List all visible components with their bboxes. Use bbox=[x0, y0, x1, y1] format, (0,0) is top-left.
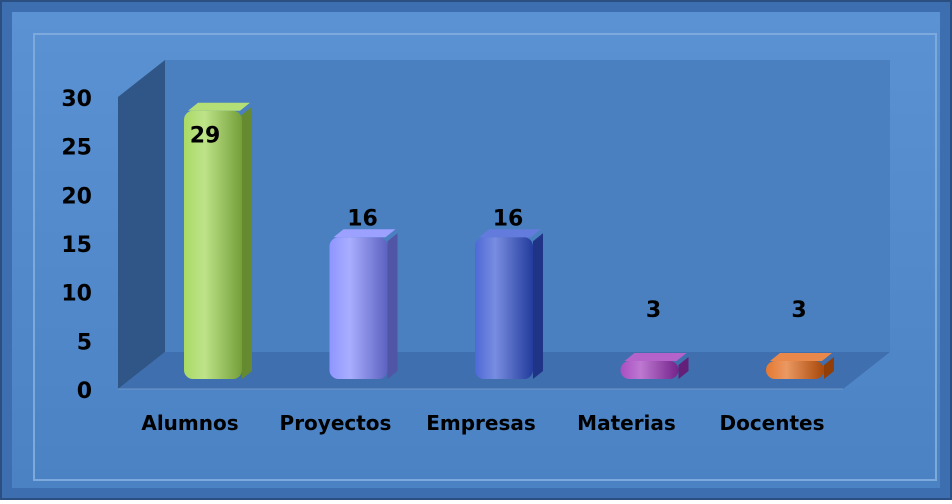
data-label: 29 bbox=[190, 124, 221, 149]
y-tick-label: 10 bbox=[61, 282, 92, 307]
bar-materias bbox=[620, 353, 689, 379]
y-tick-label: 20 bbox=[61, 184, 92, 209]
y-tick-label: 30 bbox=[61, 87, 92, 112]
bar-proyectos bbox=[329, 229, 398, 379]
bar-side bbox=[242, 106, 252, 379]
bar-top bbox=[624, 353, 687, 361]
bar-side bbox=[678, 357, 689, 379]
bars-group: 29 16 16 3 3 bbox=[184, 102, 834, 379]
bar-front bbox=[620, 361, 679, 379]
data-label: 3 bbox=[646, 298, 661, 323]
bar-empresas bbox=[475, 229, 543, 379]
bar-docentes bbox=[766, 353, 834, 379]
x-tick-label: Alumnos bbox=[141, 411, 238, 435]
y-tick-label: 25 bbox=[61, 136, 92, 161]
side-wall bbox=[118, 60, 165, 389]
x-tick-label: Docentes bbox=[719, 411, 824, 435]
bar-alumnos bbox=[184, 102, 252, 379]
bar-front bbox=[184, 110, 242, 379]
bar-top bbox=[188, 102, 250, 111]
y-tick-label: 5 bbox=[77, 330, 92, 355]
y-tick-label: 0 bbox=[77, 379, 92, 404]
bar-front bbox=[329, 237, 388, 379]
y-tick-label: 15 bbox=[61, 233, 92, 258]
data-label: 16 bbox=[347, 206, 378, 231]
x-tick-label: Materias bbox=[577, 411, 676, 435]
data-label: 16 bbox=[493, 206, 524, 231]
bar-side bbox=[533, 233, 543, 379]
bar-side bbox=[824, 357, 834, 379]
data-label: 3 bbox=[791, 298, 806, 323]
x-axis: Alumnos Proyectos Empresas Materias Docentes bbox=[141, 411, 824, 435]
bar-top bbox=[770, 353, 832, 361]
y-axis: 0 5 10 15 20 25 30 bbox=[61, 87, 92, 404]
bar-front bbox=[766, 361, 824, 379]
bar-top bbox=[479, 229, 541, 238]
bar-top bbox=[333, 229, 396, 238]
bar-front bbox=[475, 237, 533, 379]
bar-side bbox=[387, 233, 398, 379]
x-tick-label: Empresas bbox=[426, 411, 536, 435]
x-tick-label: Proyectos bbox=[280, 411, 392, 435]
inner-border bbox=[33, 33, 937, 481]
